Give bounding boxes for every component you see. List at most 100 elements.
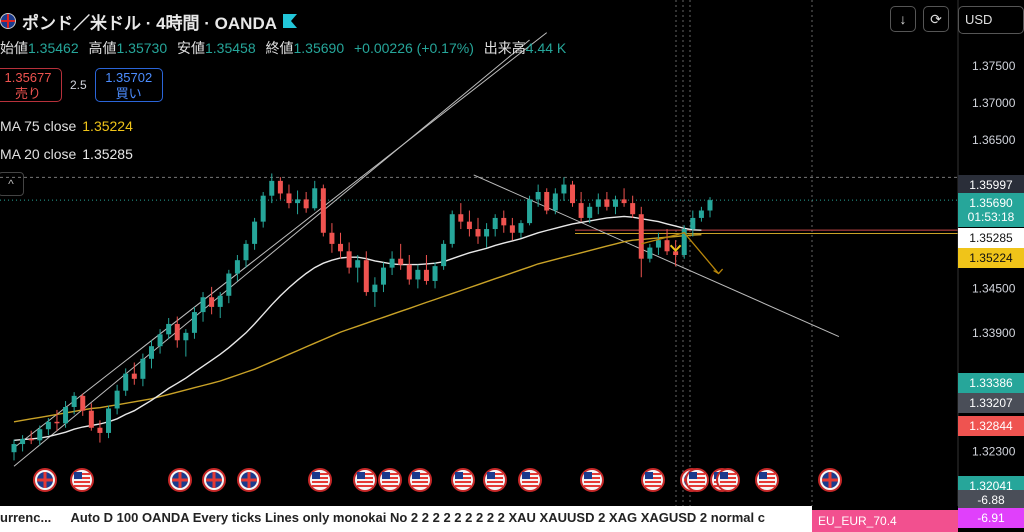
candle-body [286, 193, 292, 204]
candle-body [131, 373, 137, 379]
candle-body [243, 243, 249, 261]
bookmark-flag-icon[interactable] [283, 14, 297, 28]
candle-body [612, 199, 618, 207]
candle-body [63, 406, 69, 424]
candle-body [303, 199, 309, 209]
candle-body [673, 251, 679, 255]
candle-body [509, 225, 515, 233]
us-flag-icon[interactable] [641, 468, 665, 492]
us-flag-icon[interactable] [353, 468, 377, 492]
candle-body [295, 199, 301, 204]
candle-body [260, 195, 266, 222]
price-tick-label: 1.33900 [972, 326, 1016, 340]
candle-body [630, 203, 636, 215]
candle-body [312, 188, 318, 209]
candle-body [191, 312, 197, 333]
uk-flag-icon[interactable] [237, 468, 261, 492]
candle-body [80, 395, 86, 411]
candle-body [544, 191, 550, 211]
candle-body [501, 217, 507, 226]
candle-body [466, 221, 472, 230]
candle-body [71, 395, 77, 407]
spread-value: 2.5 [70, 78, 87, 92]
candle-body [123, 373, 129, 391]
candle-body [406, 264, 412, 280]
projection-path [641, 232, 720, 274]
uk-flag-icon [0, 13, 16, 29]
candle-body [200, 297, 206, 313]
ticker-text: Auto D 100 OANDA Every ticks Lines only … [70, 510, 765, 525]
ma20-legend[interactable]: MA 20 close 1.35285 [0, 146, 133, 162]
candle-body [174, 323, 180, 341]
signal-arrow-icon [669, 244, 682, 252]
candle-body [209, 297, 215, 307]
us-flag-icon[interactable] [483, 468, 507, 492]
us-flag-icon[interactable] [451, 468, 475, 492]
projection-arrowhead [713, 268, 724, 275]
candle-body [492, 217, 498, 230]
us-flag-icon[interactable] [378, 468, 402, 492]
us-flag-icon[interactable] [685, 468, 709, 492]
candle-body [226, 273, 232, 296]
us-flag-icon[interactable] [408, 468, 432, 492]
candle-body [37, 429, 43, 441]
candle-body [45, 421, 51, 430]
symbol-title[interactable]: ポンド／米ドル · 4時間 · OANDA [0, 8, 297, 34]
candle-body [183, 332, 189, 341]
trade-quotes: 1.35677 売り 2.5 1.35702 買い [0, 68, 163, 102]
candle-body [518, 223, 524, 233]
price-tick-label: 1.37000 [972, 96, 1016, 110]
candle-body [148, 346, 154, 359]
price-label: -6.91 [958, 508, 1024, 528]
candle-body [217, 295, 223, 307]
us-flag-icon[interactable] [716, 468, 740, 492]
download-button[interactable]: ↓ [890, 6, 916, 32]
price-label: 01:53:18 [958, 207, 1024, 227]
candle-body [54, 421, 60, 424]
candle-body [432, 266, 438, 281]
candle-body [587, 206, 593, 218]
trend-line [13, 32, 548, 449]
ma75-legend[interactable]: MA 75 close 1.35224 [0, 118, 133, 134]
candle-body [484, 229, 490, 237]
candle-body [20, 438, 26, 445]
candle-body [234, 260, 240, 274]
candle-body [441, 243, 447, 267]
candle-body [552, 193, 558, 211]
buy-button[interactable]: 1.35702 買い [94, 68, 163, 102]
price-tick-label: 1.34500 [972, 281, 1016, 295]
candle-body [11, 444, 17, 453]
uk-flag-icon[interactable] [202, 468, 226, 492]
candle-body [698, 210, 704, 218]
uk-flag-icon[interactable] [168, 468, 192, 492]
candle-body [97, 427, 103, 433]
candle-body [372, 284, 378, 293]
candle-body [106, 408, 112, 433]
us-flag-icon[interactable] [70, 468, 94, 492]
us-flag-icon[interactable] [755, 468, 779, 492]
ohlc-values: 始値1.35462 高値1.35730 安値1.35458 終値1.35690 … [0, 40, 567, 56]
price-label: 1.35997 [958, 175, 1024, 195]
candle-body [355, 260, 361, 268]
screenshot-button[interactable]: ⟳ [923, 6, 949, 32]
uk-flag-icon[interactable] [818, 468, 842, 492]
candle-body [423, 269, 429, 281]
sell-button[interactable]: 1.35677 売り [0, 68, 62, 102]
candle-body [269, 180, 275, 196]
uk-flag-icon[interactable] [33, 468, 57, 492]
candle-body [389, 258, 395, 268]
collapse-legend-button[interactable]: ^ [0, 172, 24, 196]
us-flag-icon[interactable] [308, 468, 332, 492]
candle-body [346, 251, 352, 268]
price-label: -6.88 [958, 490, 1024, 510]
candle-body [595, 199, 601, 207]
ticker-bar: urrenc... Auto D 100 OANDA Every ticks L… [0, 506, 812, 532]
us-flag-icon[interactable] [580, 468, 604, 492]
candle-body [655, 240, 661, 248]
currency-select[interactable]: USD [958, 6, 1024, 34]
candle-body [252, 221, 258, 244]
us-flag-icon[interactable] [518, 468, 542, 492]
candle-body [329, 232, 335, 244]
candle-body [578, 203, 584, 218]
